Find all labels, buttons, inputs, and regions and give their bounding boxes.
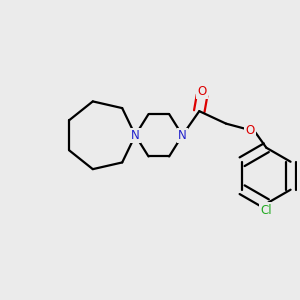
Text: O: O — [197, 85, 207, 98]
Text: N: N — [178, 129, 187, 142]
Text: N: N — [131, 129, 140, 142]
Text: Cl: Cl — [260, 204, 272, 217]
Text: O: O — [245, 124, 255, 136]
